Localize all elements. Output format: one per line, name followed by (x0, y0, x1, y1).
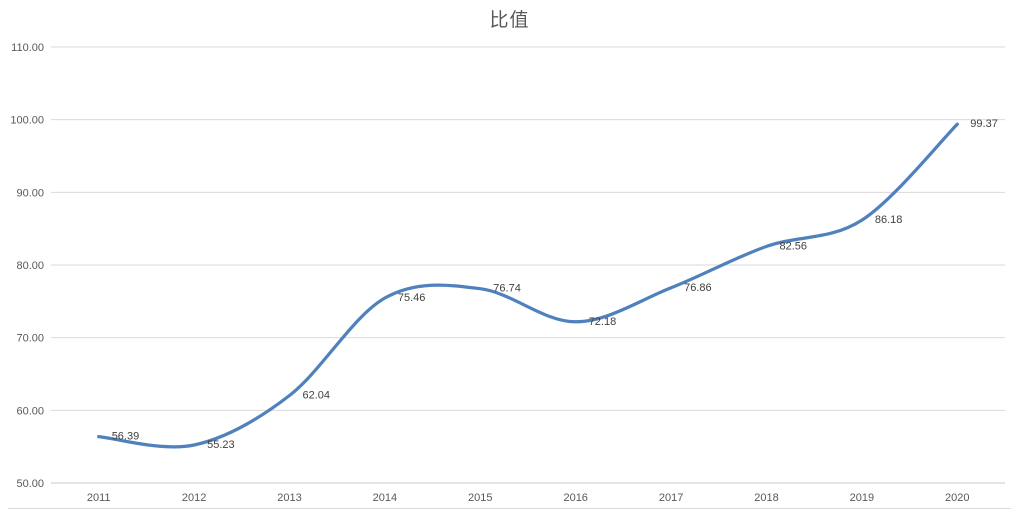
data-label: 82.56 (780, 240, 808, 252)
data-label: 75.46 (398, 292, 426, 304)
y-axis-tick-label: 100.00 (10, 115, 44, 127)
y-axis-tick-label: 50.00 (16, 478, 44, 490)
data-label: 62.04 (303, 390, 331, 402)
x-axis-tick-label: 2012 (182, 492, 206, 504)
x-axis-tick-label: 2016 (563, 492, 587, 504)
x-axis-tick-label: 2015 (468, 492, 492, 504)
y-axis-tick-label: 90.00 (16, 187, 44, 199)
data-label: 86.18 (875, 214, 903, 226)
data-label: 76.74 (493, 283, 521, 295)
y-axis-tick-label: 80.00 (16, 260, 44, 272)
data-label: 55.23 (207, 439, 235, 451)
x-axis-tick-label: 2020 (945, 492, 969, 504)
x-axis-tick-label: 2018 (754, 492, 778, 504)
x-axis-tick-label: 2011 (87, 492, 111, 504)
chart-border-bottom (8, 508, 1011, 509)
y-axis-tick-label: 70.00 (16, 333, 44, 345)
series-line (97, 122, 959, 449)
x-axis-tick-label: 2013 (277, 492, 301, 504)
data-label: 72.18 (589, 316, 617, 328)
y-axis-tick-label: 110.00 (11, 42, 44, 54)
x-axis-tick-label: 2014 (373, 492, 397, 504)
data-label: 76.86 (684, 282, 712, 294)
x-axis-tick-label: 2017 (659, 492, 683, 504)
data-label: 99.37 (970, 118, 998, 130)
x-axis-tick-label: 2019 (850, 492, 874, 504)
chart-title: 比值 (489, 9, 530, 31)
data-label: 56.39 (112, 431, 140, 443)
y-axis-tick-label: 60.00 (16, 405, 44, 417)
